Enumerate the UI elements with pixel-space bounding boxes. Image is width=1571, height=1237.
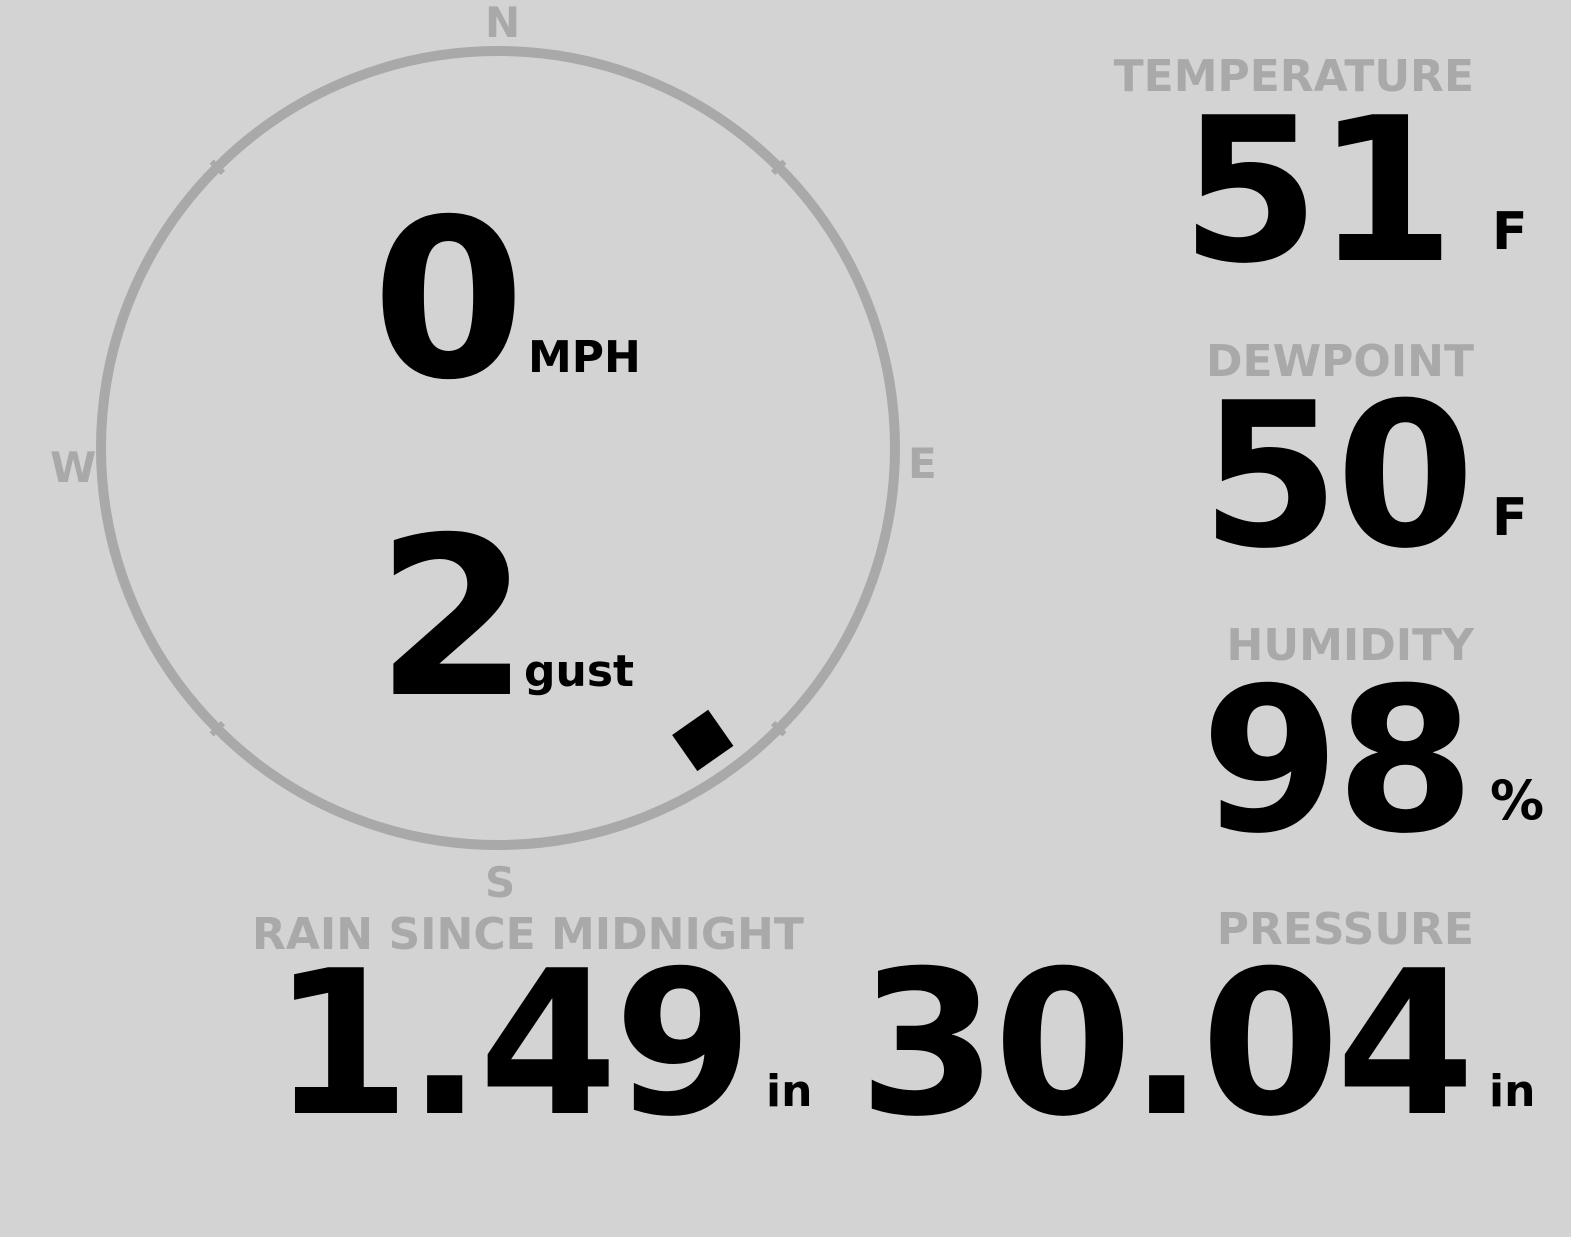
compass-tick — [770, 159, 787, 176]
compass-south: S — [485, 858, 516, 907]
wind-direction-marker — [672, 709, 734, 772]
compass-east: E — [908, 439, 937, 488]
rain-label: RAIN SINCE MIDNIGHT — [252, 909, 804, 960]
humidity-unit: % — [1490, 769, 1545, 832]
wind-compass — [96, 46, 900, 850]
temperature-value: 51 — [1180, 75, 1455, 308]
wind-gust-unit: gust — [524, 646, 635, 697]
pressure-value: 30.04 — [858, 928, 1475, 1161]
wind-gust-value: 2 — [376, 490, 529, 746]
wind-speed-value: 0 — [372, 172, 525, 428]
compass-tick — [209, 720, 226, 737]
pressure-unit: in — [1489, 1066, 1536, 1117]
dewpoint-unit: F — [1492, 488, 1528, 548]
wind-speed-unit: MPH — [528, 332, 641, 383]
compass-north: N — [485, 0, 521, 47]
compass-ticks — [209, 159, 787, 737]
compass-ring — [96, 46, 900, 850]
humidity-label: HUMIDITY — [1226, 620, 1474, 671]
compass-tick — [209, 159, 226, 176]
compass-tick — [770, 720, 787, 737]
rain-unit: in — [766, 1066, 813, 1117]
temperature-unit: F — [1492, 202, 1528, 262]
temperature-label: TEMPERATURE — [1113, 51, 1474, 102]
pressure-label: PRESSURE — [1216, 904, 1474, 955]
dewpoint-value: 50 — [1200, 360, 1475, 593]
dewpoint-label: DEWPOINT — [1206, 336, 1474, 387]
compass-west: W — [50, 443, 97, 492]
rain-value: 1.49 — [271, 928, 753, 1161]
humidity-value: 98 — [1200, 645, 1475, 878]
